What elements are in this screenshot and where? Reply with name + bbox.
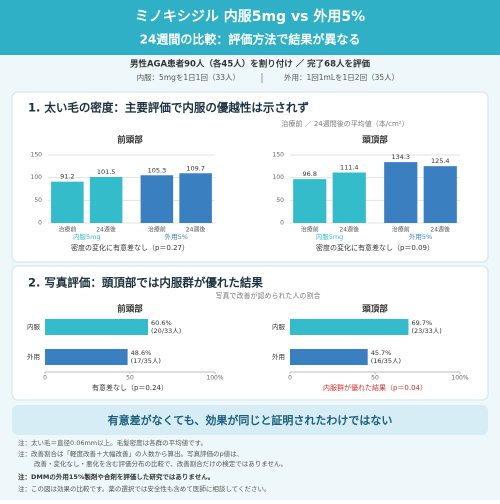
- header-band: [0, 0, 500, 55]
- bar: [140, 175, 174, 223]
- conclusion: 有意差がなくても、効果が同じと証明されたわけではない: [108, 413, 393, 427]
- value-label: 125.4: [431, 157, 450, 165]
- value-label: 91.2: [60, 173, 74, 181]
- chart-note: 内服群が優れた結果（p＝0.04）: [323, 383, 427, 392]
- x-tick-label: 0: [288, 375, 292, 382]
- chart-note: 有意差なし（p＝0.24）: [92, 383, 168, 392]
- y-tick-label: 内服: [27, 322, 41, 331]
- section-heading: 2. 写真評価：頭頂部では内服群が優れた結果: [28, 276, 263, 290]
- x-tick-label: 24週後: [339, 226, 359, 234]
- design: 男性AGA患者90人（各45人）を割り付け ／ 完了68人を評価: [130, 59, 371, 70]
- x-tick-label: 治療前: [148, 226, 166, 234]
- x-tick-label: 0: [43, 375, 47, 382]
- section-caption: 写真で改善が認められた人の割合: [216, 291, 321, 300]
- chart-note: 密度の変化に有意差なし（p＝0.09）: [316, 243, 434, 252]
- x-tick-label: 100%: [206, 375, 223, 382]
- value-label: 69.7%: [411, 319, 432, 327]
- chart-title: 頭頂部: [362, 304, 388, 315]
- note: 注：DMMの外用15%製剤や合剤を評価した研究ではありません。: [18, 472, 214, 481]
- x-tick-label: 治療前: [58, 226, 76, 234]
- bar: [290, 349, 368, 365]
- y-tick-label: 100: [273, 174, 285, 181]
- value-label: 105.3: [148, 166, 167, 174]
- value-label: 111.4: [340, 163, 359, 171]
- conclusion-band: [12, 405, 488, 435]
- topical-regimen: 外用：1回1mLを1日2回（35人）: [284, 72, 399, 82]
- x-tick-label: 治療前: [392, 226, 410, 234]
- group-label: 外用5%: [165, 232, 188, 241]
- y-tick-label: 150: [31, 152, 43, 159]
- subtitle: 24週間の比較：評価方法で結果が異なる: [140, 32, 361, 47]
- value-label: 60.6%: [151, 319, 172, 327]
- note: 注：この図は効果の比較です。薬の選択では安全性も含めて医師に相談してください。: [18, 484, 270, 493]
- note: 注：太い毛＝直径0.06mm以上。毛髪密度は各群の平均値です。: [18, 438, 207, 447]
- x-tick-label: 治療前: [301, 226, 319, 234]
- card: [11, 265, 489, 401]
- x-tick-label: 50: [371, 375, 379, 382]
- x-tick-label: 24週後: [430, 226, 450, 234]
- section-caption: 治療前 ／ 24週間後の平均値（本/cm²）: [281, 119, 408, 128]
- oral-regimen: 内服：5mgを1日1回（33人）: [137, 72, 240, 82]
- x-tick-label: 100%: [451, 375, 468, 382]
- y-tick-label: 外用: [27, 352, 40, 361]
- card: [11, 91, 489, 263]
- bar: [332, 172, 366, 223]
- y-tick-label: 0: [280, 220, 284, 227]
- count-label: (16/35人): [371, 357, 401, 365]
- y-tick-label: 150: [273, 152, 285, 159]
- chart-title: 前頭部: [117, 304, 143, 315]
- value-label: 134.3: [391, 153, 410, 161]
- value-label: 109.7: [186, 164, 205, 172]
- y-tick-label: 50: [34, 197, 42, 204]
- y-tick-label: 0: [38, 220, 42, 227]
- note: 改善・変化なし・悪化を含む評価分布の比較で、改善割合だけの検定ではありません。: [34, 459, 287, 468]
- note: 注：改善割合は「軽度改善＋大幅改善」の人数から算出。写真評価のp値は、: [18, 449, 243, 458]
- bar: [290, 319, 409, 335]
- title: ミノキシジル 内服5mg vs 外用5%: [135, 8, 365, 25]
- value-label: 45.7%: [371, 349, 392, 357]
- value-label: 96.8: [303, 170, 317, 178]
- count-label: (23/33人): [411, 327, 441, 335]
- x-tick-label: 50: [126, 375, 134, 382]
- bar: [179, 173, 212, 223]
- count-label: (20/33人): [151, 327, 181, 335]
- section-heading: 1. 太い毛の密度：主要評価で内服の優越性は示されず: [28, 101, 309, 115]
- count-label: (17/35人): [131, 357, 161, 365]
- value-label: 101.5: [97, 168, 116, 176]
- chart-note: 密度の変化に有意差なし（p＝0.27）: [71, 243, 189, 252]
- bar: [45, 349, 128, 365]
- bar: [51, 181, 84, 223]
- y-tick-label: 100: [31, 174, 43, 181]
- chart-title: 前頭部: [117, 135, 143, 146]
- y-tick-label: 外用: [272, 352, 285, 361]
- chart-title: 頭頂部: [362, 135, 388, 146]
- bar: [384, 162, 418, 223]
- group-label: 内服5mg: [316, 232, 344, 241]
- group-label: 内服5mg: [73, 232, 101, 241]
- bar: [89, 176, 123, 223]
- bar: [423, 166, 457, 223]
- x-tick-label: 24週後: [186, 226, 206, 234]
- y-tick-label: 内服: [272, 322, 286, 331]
- y-tick-label: 50: [276, 197, 284, 204]
- bar: [45, 319, 149, 335]
- bar: [293, 179, 327, 223]
- value-label: 48.6%: [131, 349, 152, 357]
- x-tick-label: 24週後: [96, 226, 116, 234]
- group-label: 外用5%: [409, 232, 432, 241]
